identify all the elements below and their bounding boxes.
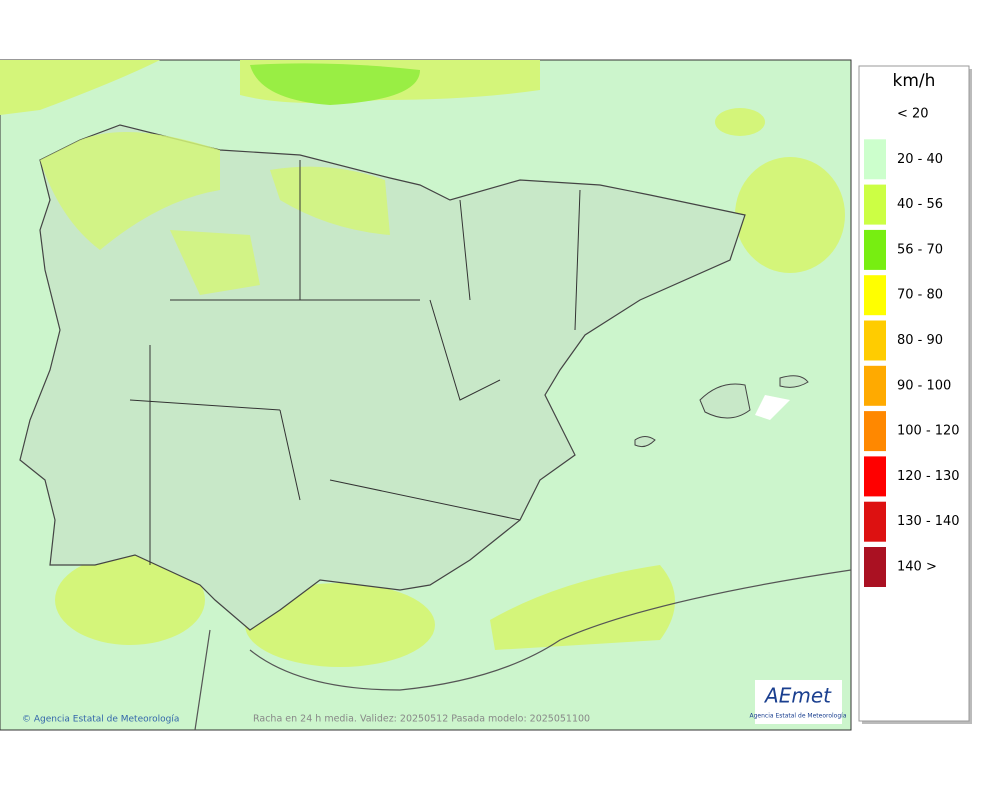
wind-area [170,230,260,295]
legend-swatch [864,547,886,587]
island [755,395,790,420]
logo: AEmet [763,684,832,708]
legend-label: 100 - 120 [897,424,960,439]
legend-swatch [864,275,886,316]
island [634,436,656,448]
wind-area [245,583,435,667]
legend-label: 140 > [897,560,937,575]
legend-label: < 20 [897,107,929,122]
legend-swatch [864,456,886,497]
logo-box [755,680,842,724]
caption: Racha en 24 h media. Validez: 20250512 P… [253,714,590,725]
wind-area [715,108,765,136]
legend-label: 130 - 140 [897,514,960,529]
legend-swatch [864,501,886,542]
legend-label: 80 - 90 [897,333,943,348]
legend-label: 56 - 70 [897,242,943,257]
wind-area [0,60,160,115]
map: © Agencia Estatal de Meteorología Racha … [0,59,852,731]
legend-label: 90 - 100 [897,378,951,393]
legend: km/h < 20 20 - 40 40 - 56 56 - 70 70 - 80 80 … [858,65,972,724]
africa-coast [194,569,852,731]
legend-swatch [864,365,886,406]
wind-area [250,63,420,105]
legend-label: 40 - 56 [897,197,943,212]
legend-swatch [864,184,886,225]
wind-area [40,132,220,250]
legend-label: 70 - 80 [897,288,943,303]
legend-swatch [864,411,886,452]
legend-swatch [864,139,886,180]
logo-subtitle: Agencia Estatal de Meteorología [750,713,847,720]
wind-area [490,565,675,650]
region-border [129,160,581,565]
legend-title: km/h [893,71,936,91]
credit: © Agencia Estatal de Meteorología [22,715,179,725]
legend-swatch [864,94,886,134]
wind-area [55,555,205,645]
legend-swatch [864,229,886,270]
legend-label: 20 - 40 [897,152,943,167]
island [699,383,751,419]
island [779,375,809,388]
wind-area [735,157,845,273]
legend-swatch [864,320,886,361]
legend-label: 120 - 130 [897,469,960,484]
